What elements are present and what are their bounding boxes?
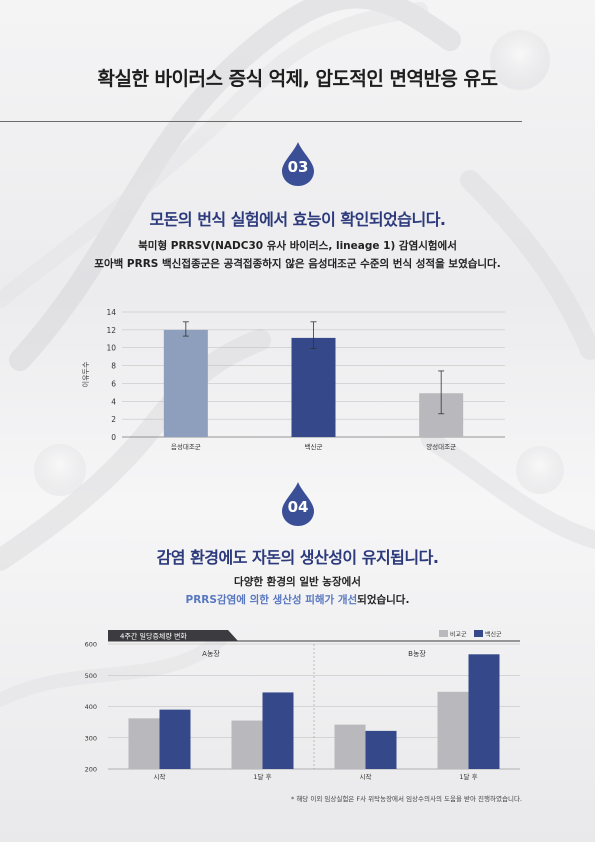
y-tick-label: 14 bbox=[106, 308, 116, 317]
x-tick-label: 시작 bbox=[154, 772, 166, 781]
bar bbox=[468, 654, 500, 769]
chart-title: 4주간 일당증체량 변화 bbox=[120, 632, 187, 641]
y-tick-label: 12 bbox=[106, 326, 116, 335]
x-tick-label: 1달 후 bbox=[253, 773, 271, 781]
section-number: 03 bbox=[287, 158, 309, 176]
y-tick-label: 200 bbox=[85, 766, 97, 774]
x-tick-label: 음성대조군 bbox=[171, 442, 201, 451]
bar bbox=[291, 337, 336, 437]
water-drop-icon bbox=[282, 482, 314, 526]
bar bbox=[437, 691, 469, 769]
footnote: * 해당 이외 임상실험은 F사 위탁농장에서 임상수의사의 도움을 받아 진행… bbox=[291, 795, 522, 803]
y-tick-label: 0 bbox=[111, 433, 116, 442]
legend-swatch bbox=[474, 630, 483, 637]
water-drop-icon bbox=[282, 142, 314, 186]
section-number-badge-04: 04 bbox=[280, 482, 316, 526]
x-tick-label: 1달 후 bbox=[459, 773, 477, 781]
x-tick-label: 시작 bbox=[360, 772, 372, 781]
group-label: A농장 bbox=[202, 649, 220, 658]
x-tick-label: 양성대조군 bbox=[426, 442, 456, 451]
y-tick-label: 4 bbox=[111, 397, 116, 406]
bar bbox=[262, 692, 294, 769]
legend-label: 백신군 bbox=[485, 631, 502, 639]
bar bbox=[365, 730, 397, 769]
legend-label: 비교군 bbox=[450, 631, 467, 639]
chart-title-tab bbox=[108, 630, 238, 641]
daily-weight-gain-bar-chart: 4주간 일당증체량 변화 비교군 백신군 200 300 400 500 600 A농장 B농장시… bbox=[85, 630, 520, 781]
y-tick-label: 500 bbox=[85, 672, 97, 680]
section-subtitle-line2: PRRS감염에 의한 생산성 피해가 개선되었습니다. bbox=[0, 592, 595, 609]
section-title: 감염 환경에도 자돈의 생산성이 유지됩니다. bbox=[156, 548, 439, 567]
y-tick-label: 6 bbox=[111, 379, 116, 388]
bar bbox=[163, 329, 208, 437]
section-number: 04 bbox=[287, 498, 309, 516]
section-number-badge-03: 03 bbox=[280, 142, 316, 186]
y-tick-label: 600 bbox=[85, 641, 97, 649]
bar bbox=[231, 720, 263, 769]
subtitle-text: 되었습니다. bbox=[357, 594, 410, 606]
section-subtitle-line1: 북미형 PRRSV(NADC30 유사 바이러스, lineage 1) 감염시… bbox=[138, 240, 457, 252]
section-subtitle-line2: 포아백 PRRS 백신접종군은 공격접종하지 않은 음성대조군 수준의 번식 성… bbox=[94, 258, 501, 270]
y-tick-label: 10 bbox=[106, 344, 116, 353]
group-label: B농장 bbox=[408, 649, 426, 658]
y-tick-label: 8 bbox=[111, 362, 116, 371]
legend-swatch bbox=[439, 630, 448, 637]
page-title: 확실한 바이러스 증식 억제, 압도적인 면역반응 유도 bbox=[97, 68, 499, 90]
bar bbox=[128, 718, 160, 769]
bar bbox=[159, 709, 191, 769]
highlighted-text: PRRS감염에 의한 생산성 피해가 개선 bbox=[185, 594, 358, 606]
x-tick-label: 백신군 bbox=[305, 442, 323, 451]
bar bbox=[334, 724, 366, 769]
title-divider bbox=[0, 121, 522, 122]
y-tick-label: 400 bbox=[85, 703, 97, 711]
section-title: 모돈의 번식 실험에서 효능이 확인되었습니다. bbox=[149, 210, 446, 229]
y-axis-label: 이유두수 bbox=[81, 361, 90, 387]
y-tick-label: 2 bbox=[111, 415, 116, 424]
y-tick-label: 300 bbox=[85, 734, 97, 742]
section-subtitle-line1: 다양한 환경의 일반 농장에서 bbox=[234, 576, 361, 588]
